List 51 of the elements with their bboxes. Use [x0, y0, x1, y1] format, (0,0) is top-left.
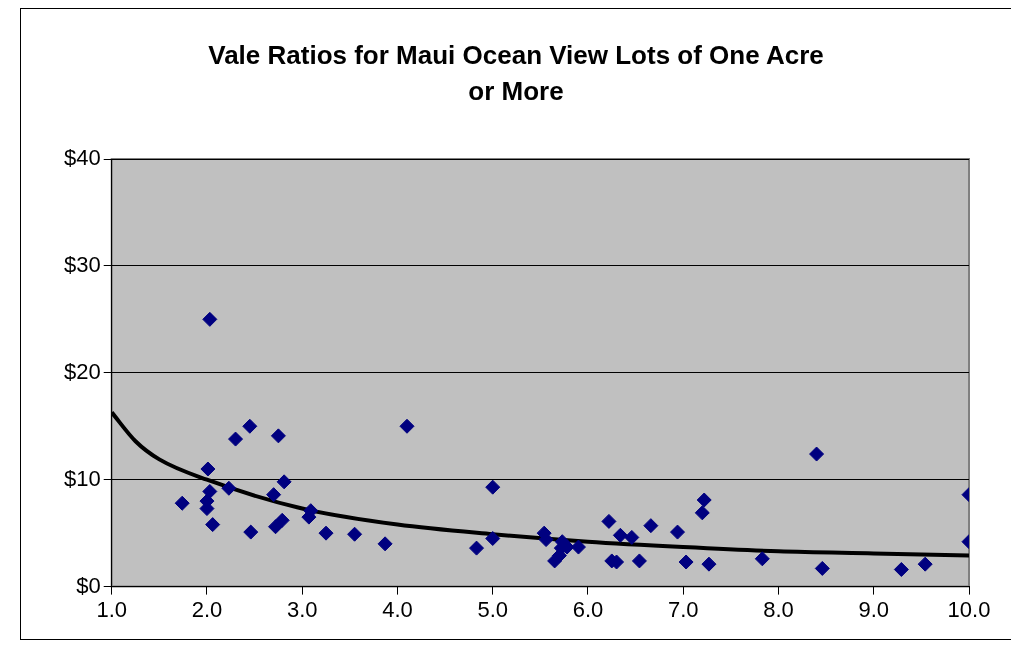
x-tick-label: 10.0	[947, 596, 991, 622]
x-tick-label: 5.0	[477, 596, 509, 622]
point	[200, 461, 216, 477]
point	[318, 525, 334, 541]
point	[221, 480, 237, 496]
point	[694, 505, 710, 521]
point	[399, 418, 415, 434]
point	[917, 556, 933, 572]
y-tick-label: $0	[76, 572, 101, 598]
point	[276, 474, 292, 490]
point	[485, 531, 501, 546]
point	[243, 524, 259, 540]
point	[601, 513, 617, 529]
y-tick-label: $30	[63, 251, 101, 277]
point	[228, 431, 244, 447]
point	[624, 529, 640, 545]
x-tick-label: 7.0	[667, 596, 699, 622]
point	[202, 311, 218, 327]
point	[202, 483, 218, 499]
point	[469, 540, 485, 556]
point	[242, 418, 258, 434]
point	[274, 512, 290, 528]
point	[266, 487, 282, 503]
point	[270, 428, 286, 444]
point	[643, 518, 659, 534]
point	[377, 536, 393, 552]
point	[612, 527, 628, 543]
point	[678, 554, 694, 570]
x-tick-label: 8.0	[763, 596, 794, 622]
point	[631, 553, 647, 569]
x-tick-label: 3.0	[286, 596, 318, 622]
point	[893, 562, 909, 577]
point	[696, 492, 712, 508]
point	[174, 495, 190, 511]
chart-title: Vale Ratios for Maui Ocean View Lots of One Acre or More	[207, 39, 825, 108]
point	[485, 479, 501, 495]
x-tick-label: 2.0	[191, 596, 223, 622]
point	[205, 517, 221, 533]
point	[754, 551, 770, 567]
x-tick-label: 4.0	[382, 596, 413, 622]
point	[809, 446, 825, 462]
y-tick-label: $40	[63, 145, 101, 171]
y-tick-label: $20	[63, 358, 101, 384]
x-tick-label: 1.0	[96, 596, 127, 622]
point	[701, 556, 717, 572]
point	[814, 560, 830, 576]
y-tick-label: $10	[63, 465, 101, 491]
x-tick-label: 6.0	[572, 596, 604, 622]
x-tick-label: 9.0	[858, 596, 890, 622]
point	[670, 524, 686, 540]
point	[347, 526, 363, 542]
